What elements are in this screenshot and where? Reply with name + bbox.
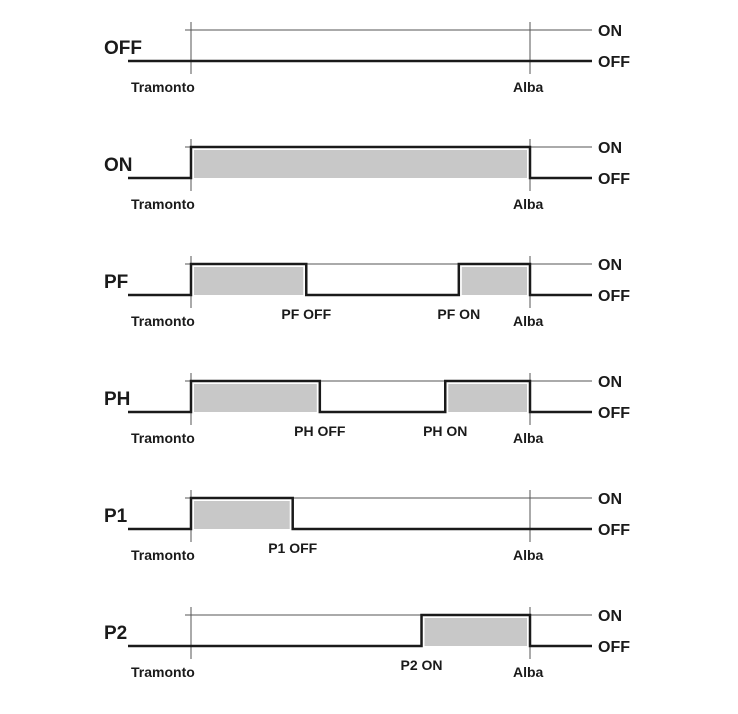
- tramonto-label: Tramonto: [131, 547, 195, 563]
- on-level-label: ON: [598, 608, 622, 625]
- off-level-label: OFF: [598, 405, 630, 422]
- timing-row-pf: [128, 256, 592, 308]
- event-label: P2 ON: [401, 657, 443, 673]
- event-label: P1 OFF: [268, 540, 317, 556]
- signal-waveform: [128, 262, 592, 297]
- on-period-fill: [424, 618, 527, 646]
- mode-label: OFF: [104, 38, 142, 59]
- mode-label: ON: [104, 155, 133, 176]
- mode-label: PH: [104, 389, 130, 410]
- off-level-label: OFF: [598, 639, 630, 656]
- on-period-fill: [194, 267, 304, 295]
- event-label: PF OFF: [281, 306, 331, 322]
- signal-waveform: [128, 379, 592, 414]
- tramonto-label: Tramonto: [131, 664, 195, 680]
- event-label: PH OFF: [294, 423, 346, 439]
- mode-label: P2: [104, 623, 127, 644]
- on-level-label: ON: [598, 374, 622, 391]
- on-period-fill: [194, 150, 527, 178]
- signal-waveform: [128, 496, 592, 531]
- timing-row-p1: [128, 490, 592, 542]
- on-period-fill: [194, 501, 290, 529]
- alba-label: Alba: [513, 547, 544, 563]
- alba-label: Alba: [513, 313, 544, 329]
- tramonto-label: Tramonto: [131, 313, 195, 329]
- on-level-label: ON: [598, 140, 622, 157]
- on-level-label: ON: [598, 23, 622, 40]
- on-level-label: ON: [598, 257, 622, 274]
- timing-row-p2: [128, 607, 592, 659]
- timing-row-on: [128, 139, 592, 191]
- tramonto-label: Tramonto: [131, 196, 195, 212]
- event-label: PH ON: [423, 423, 467, 439]
- mode-label: PF: [104, 272, 128, 293]
- off-level-label: OFF: [598, 288, 630, 305]
- signal-waveform: [128, 613, 592, 648]
- alba-label: Alba: [513, 664, 544, 680]
- off-level-label: OFF: [598, 54, 630, 71]
- signal-waveform: [128, 145, 592, 180]
- on-period-fill: [448, 384, 527, 412]
- off-level-label: OFF: [598, 171, 630, 188]
- timing-row-ph: [128, 373, 592, 425]
- on-period-fill: [461, 267, 527, 295]
- alba-label: Alba: [513, 79, 544, 95]
- on-period-fill: [194, 384, 317, 412]
- alba-label: Alba: [513, 196, 544, 212]
- event-label: PF ON: [437, 306, 480, 322]
- tramonto-label: Tramonto: [131, 430, 195, 446]
- tramonto-label: Tramonto: [131, 79, 195, 95]
- off-level-label: OFF: [598, 522, 630, 539]
- mode-label: P1: [104, 506, 128, 527]
- timing-row-off: [128, 22, 592, 74]
- alba-label: Alba: [513, 430, 544, 446]
- on-level-label: ON: [598, 491, 622, 508]
